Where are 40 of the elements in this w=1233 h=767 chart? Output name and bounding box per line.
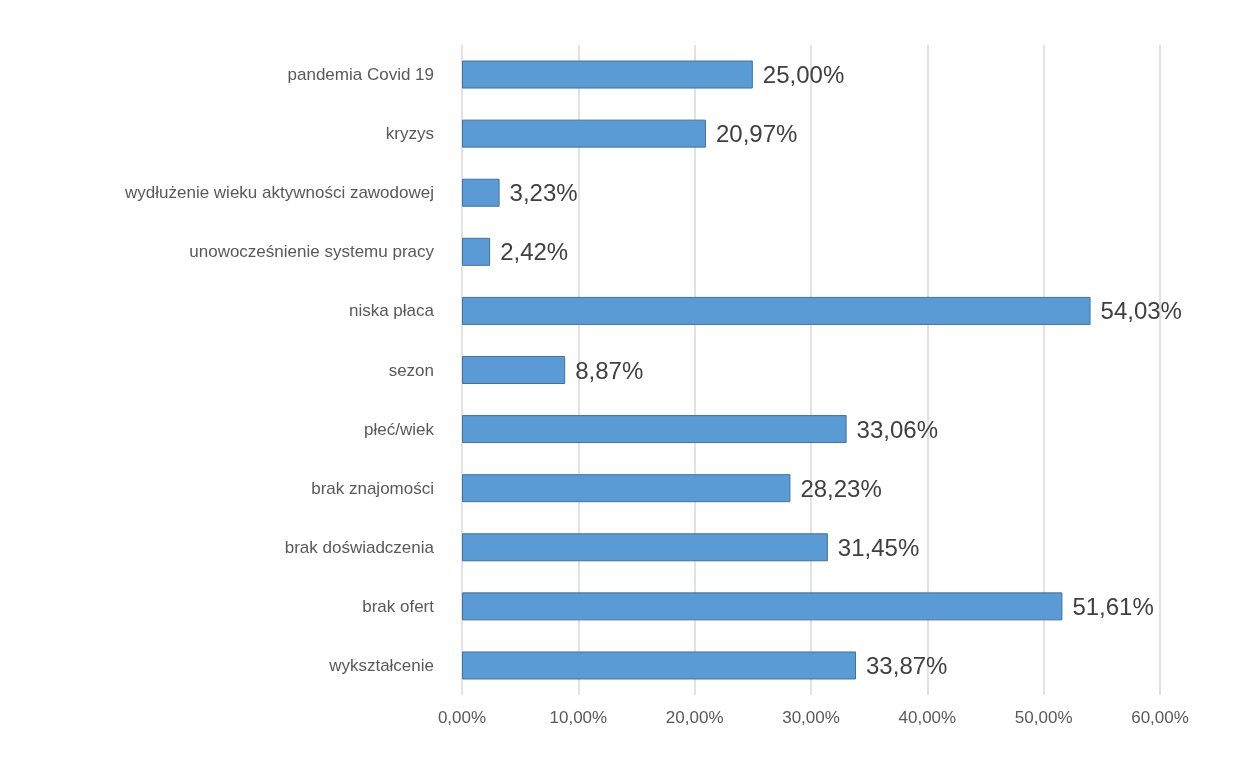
y-tick-label: niska płaca (348, 301, 435, 321)
bar (462, 296, 1091, 325)
data-label: 28,23% (800, 474, 882, 502)
y-tick-label: sezon (388, 360, 434, 380)
x-tick-label: 30,00% (782, 708, 840, 727)
data-label: 2,42% (500, 238, 569, 266)
y-tick-label: wydłużenie wieku aktywności zawodowej (124, 183, 434, 203)
data-label: 20,97% (715, 120, 798, 148)
data-label: 54,03% (1100, 297, 1182, 325)
y-tick-label: brak doświadczenia (284, 537, 435, 557)
bar (462, 533, 828, 562)
x-tick-label: 0,00% (437, 708, 487, 727)
y-tick-label: brak znajomości (311, 478, 434, 498)
data-label: 33,87% (866, 651, 948, 679)
x-tick-label: 20,00% (665, 708, 724, 727)
x-tick-label: 40,00% (898, 708, 957, 727)
x-tick-label: 50,00% (1014, 708, 1073, 727)
data-label: 3,23% (509, 179, 578, 207)
bar (462, 651, 857, 680)
bar (462, 119, 706, 148)
y-tick-label: brak ofert (362, 596, 435, 616)
data-label: 51,61% (1072, 592, 1154, 620)
bar (462, 237, 491, 266)
bar (462, 60, 753, 89)
y-tick-label: wykształcenie (328, 655, 434, 675)
y-tick-label: pandemia Covid 19 (287, 65, 434, 85)
data-label: 31,45% (837, 533, 920, 561)
bar (462, 592, 1063, 621)
x-tick-label: 60,00% (1131, 708, 1189, 727)
bar (462, 178, 500, 207)
y-tick-label: kryzys (385, 124, 434, 144)
data-label: 25,00% (762, 61, 845, 89)
data-label: 33,06% (856, 415, 938, 443)
y-tick-label: unowocześnienie systemu pracy (189, 242, 435, 262)
x-tick-label: 10,00% (549, 708, 608, 727)
bar (462, 415, 847, 444)
y-tick-label: płeć/wiek (364, 419, 435, 439)
data-label: 8,87% (575, 356, 644, 384)
bar (462, 474, 791, 503)
bar (462, 356, 566, 384)
